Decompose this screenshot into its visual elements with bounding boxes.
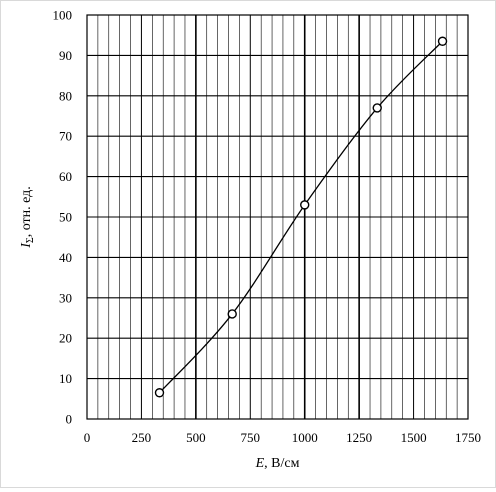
x-tick-label: 750 — [241, 430, 261, 445]
y-axis-title: IΣ, отн. ед. — [19, 186, 36, 249]
plot-border — [86, 14, 469, 420]
y-tick-label: 40 — [59, 250, 72, 265]
y-tick-label: 80 — [59, 88, 72, 103]
x-tick-label: 0 — [84, 430, 91, 445]
axis-titles: E, В/см IΣ, отн. ед. — [19, 186, 300, 471]
y-tick-label: 50 — [59, 210, 72, 225]
x-tick-label: 1500 — [401, 430, 427, 445]
x-axis-unit: , В/см — [264, 456, 299, 471]
x-tick-label: 500 — [186, 430, 206, 445]
y-tick-label: 100 — [53, 8, 73, 23]
data-point — [227, 309, 237, 319]
data-point — [154, 388, 165, 398]
y-axis-subscript: Σ — [25, 237, 36, 243]
data-point — [372, 103, 382, 113]
y-tick-label: 60 — [59, 169, 72, 184]
x-tick-label: 1000 — [292, 430, 318, 445]
y-tick-label: 70 — [59, 129, 72, 144]
y-tick-label: 30 — [59, 290, 72, 305]
y-tick-label: 90 — [59, 48, 72, 63]
y-tick-label: 10 — [59, 371, 72, 386]
y-tick-label: 20 — [59, 331, 72, 346]
tick-labels: 0 250 500 750 1000 1250 1500 1750 0 10 20 30 40 50 60 7… — [53, 8, 482, 446]
data-series — [154, 36, 448, 398]
x-axis-variable: E — [255, 456, 265, 471]
x-tick-label: 1250 — [346, 430, 372, 445]
data-point — [300, 200, 310, 210]
y-tick-label: 0 — [66, 412, 73, 427]
data-point — [437, 36, 448, 46]
y-axis-variable: I — [19, 242, 34, 249]
x-tick-label: 1750 — [455, 430, 481, 445]
x-axis-title: E, В/см — [255, 456, 300, 471]
grid — [86, 14, 469, 420]
x-tick-label: 250 — [132, 430, 152, 445]
y-axis-unit: , отн. ед. — [19, 186, 34, 237]
